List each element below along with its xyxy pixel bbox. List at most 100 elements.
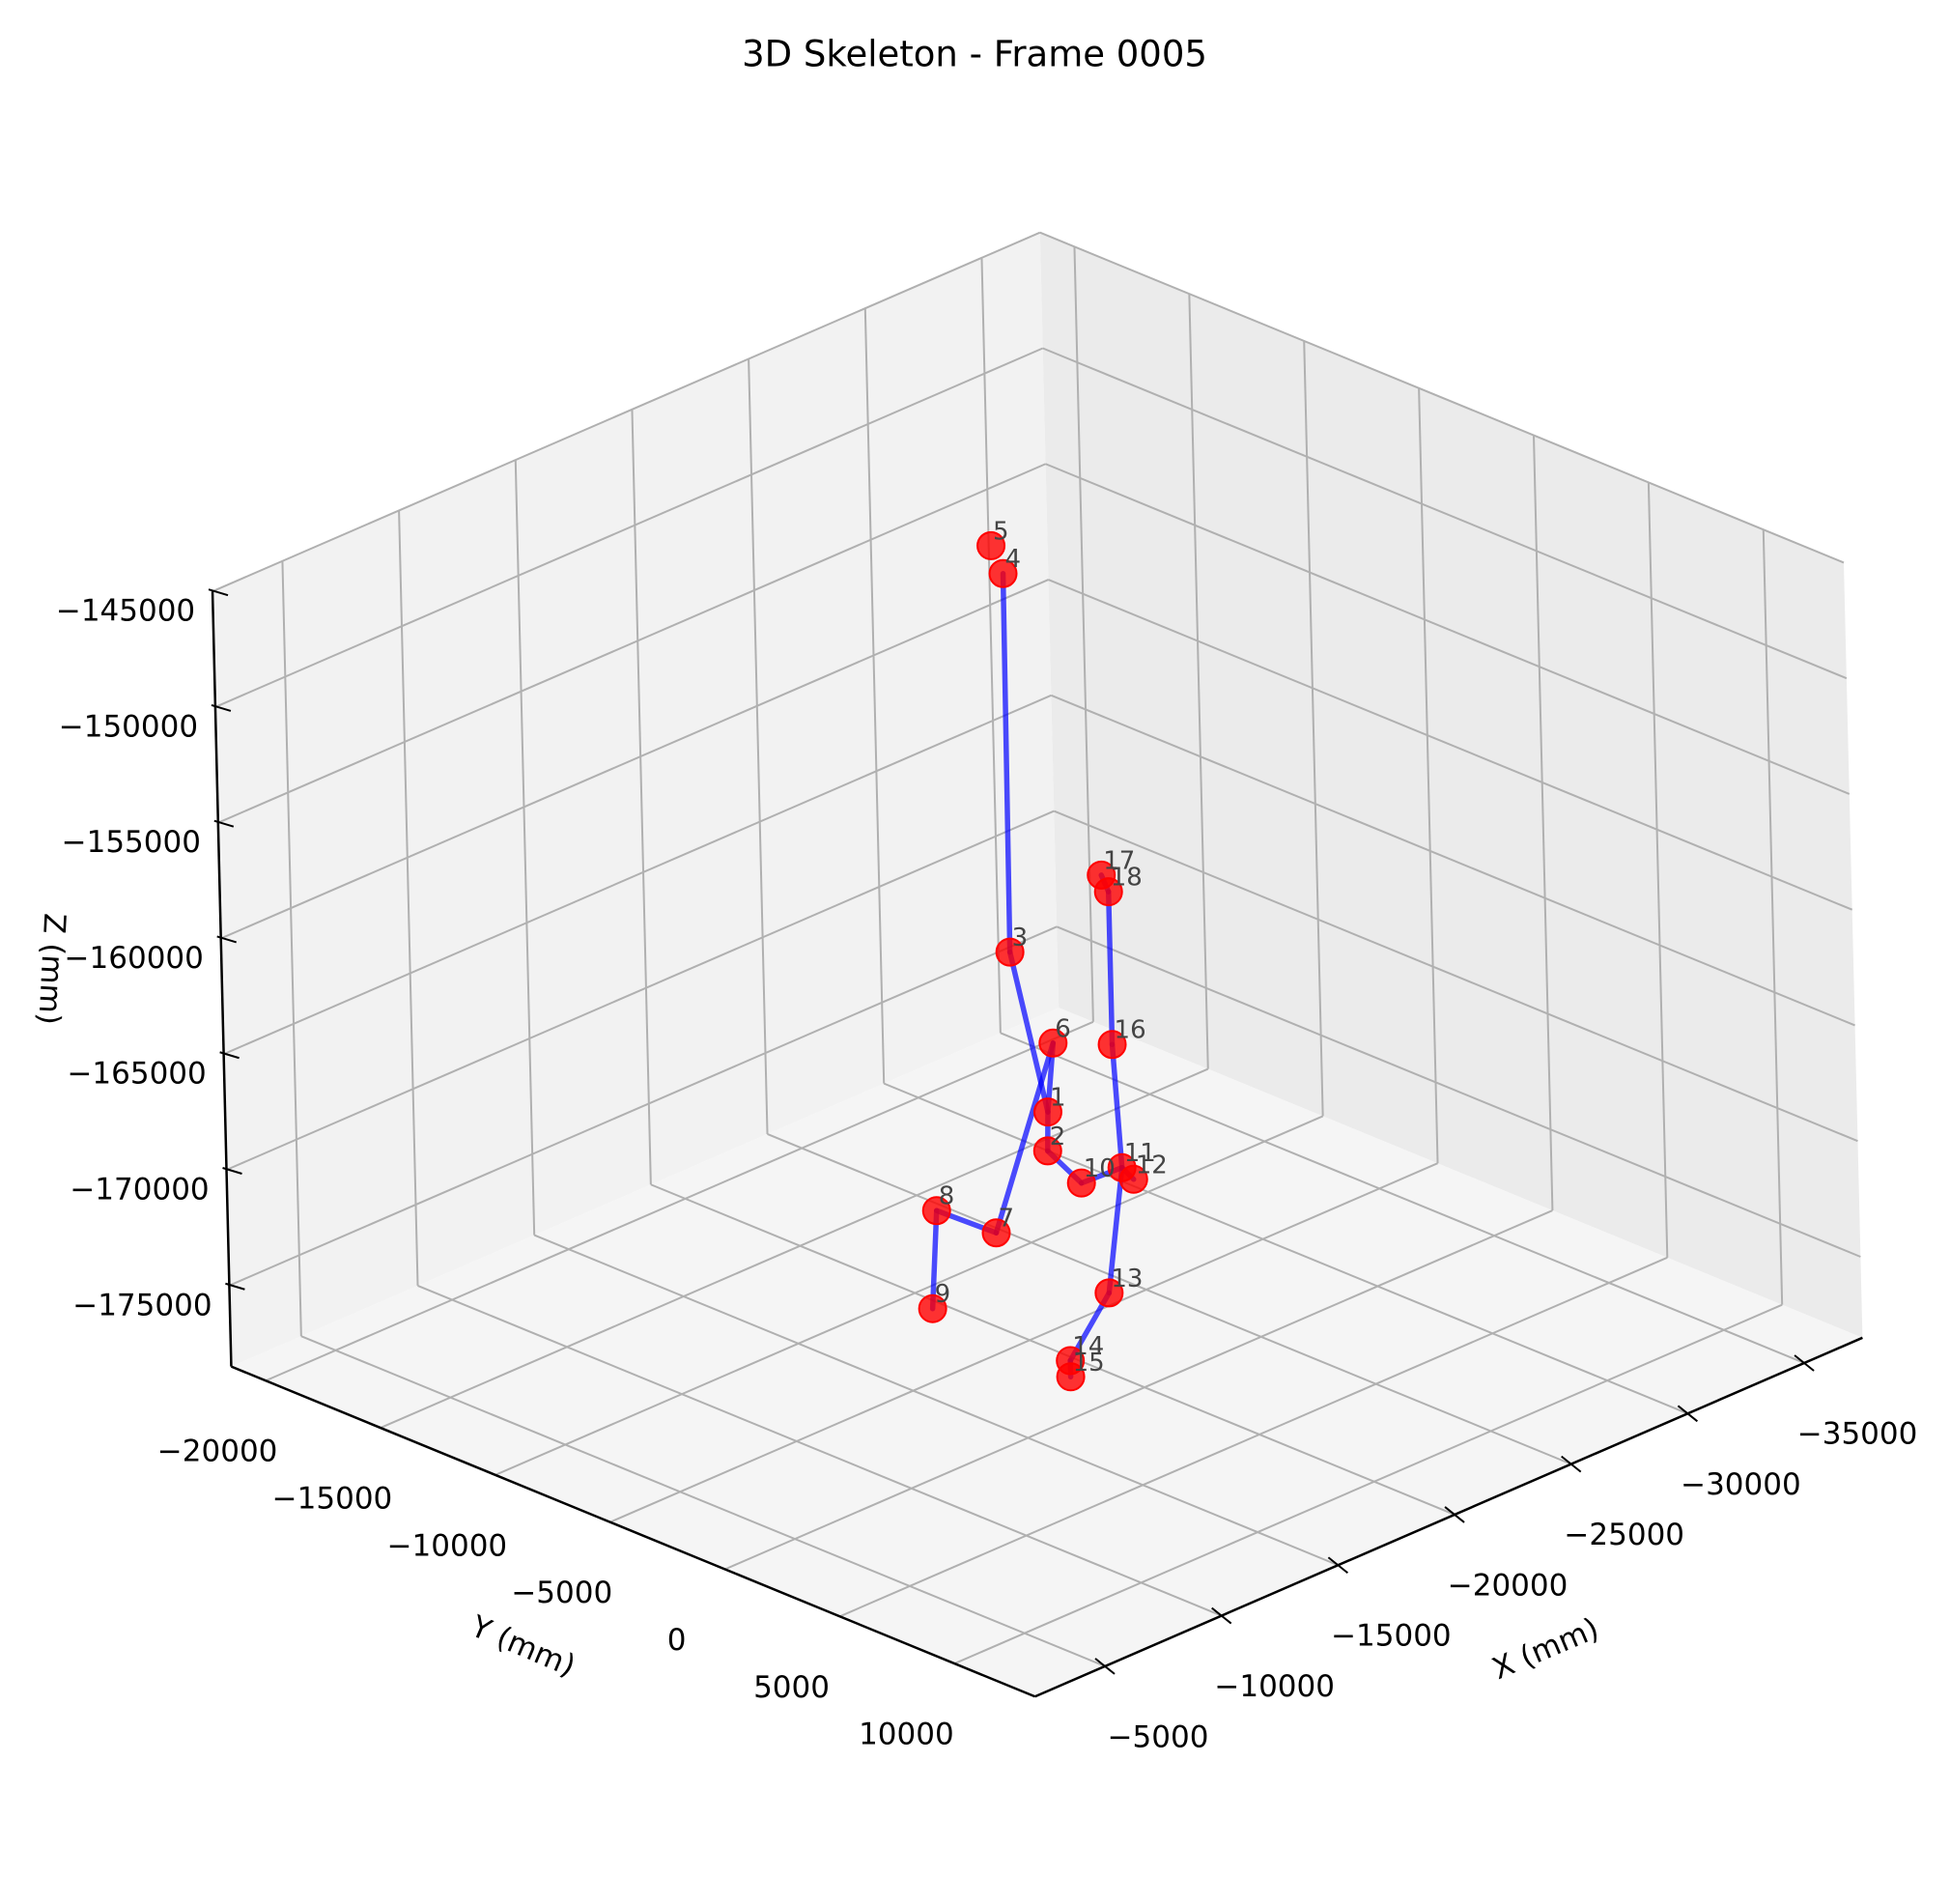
joint-label: 18 [1111,864,1143,893]
joint [1032,1136,1062,1166]
joint-label: 3 [1012,924,1029,952]
grid-line [1647,482,1669,1258]
grid-line [1762,529,1784,1305]
grid-line [1042,347,1848,680]
bone [1105,889,1116,1047]
grid-line [650,1183,1455,1516]
grid-line [1418,387,1439,1164]
pane [212,232,1060,1367]
tick-mark [1211,1606,1232,1625]
grid-line [217,463,1046,824]
axis-line [211,591,233,1367]
tick-mark [1561,1455,1582,1473]
grid-line [220,579,1049,940]
bone [1106,1164,1125,1296]
chart-title: 3D Skeleton - Frame 0005 [742,34,1207,75]
joint-label: 10 [1084,1154,1116,1183]
grid-line [533,1234,1339,1567]
joint-label: 14 [1072,1332,1104,1361]
joint [1093,877,1123,907]
tick-mark [1794,1354,1815,1372]
tick-mark [213,819,235,828]
grid-line [226,810,1055,1171]
joint-label: 1 [1050,1084,1066,1113]
grid-line [1056,925,1861,1258]
z-tick-label: −145000 [56,594,195,629]
x-tick-label: −15000 [1331,1619,1452,1654]
z-axis-label: Z (mm) [31,912,71,1025]
y-tick-label: −5000 [511,1576,612,1610]
grid-line [223,694,1052,1056]
tick-mark [1327,1556,1348,1575]
joint-label: 9 [935,1280,951,1309]
y-tick-label: −20000 [157,1435,278,1469]
joint [981,1218,1011,1248]
grid-line [767,1133,1572,1465]
joint [1032,1097,1062,1127]
grid-line [212,231,1041,593]
grid-line [495,1115,1324,1476]
grid-line [954,1303,1783,1665]
joint-label: 5 [993,517,1009,546]
grid-line [883,1082,1688,1415]
grid-line [1303,340,1324,1117]
joint [988,558,1018,588]
grid-line [1051,694,1855,1027]
grid-line [631,409,652,1185]
joint-label: 13 [1111,1265,1143,1293]
grid-line [417,1284,1223,1617]
joint-label: 15 [1073,1349,1105,1378]
joint-label: 12 [1136,1151,1168,1179]
tick-mark [225,1282,245,1291]
bone [929,1208,940,1312]
tick-mark [211,703,232,712]
grid-line [1188,294,1209,1069]
joint [995,937,1025,967]
y-tick-label: 5000 [753,1670,830,1705]
x-tick-label: −20000 [1448,1568,1568,1603]
grid-line [1073,246,1094,1022]
joint-label: 7 [998,1205,1014,1234]
y-tick-label: 0 [667,1623,687,1658]
grid-line [863,308,886,1084]
y-tick-label: −15000 [272,1482,393,1517]
bone [1109,1041,1125,1171]
grid-line [1053,810,1858,1143]
grid-line [1048,579,1853,911]
joint [918,1293,947,1323]
x-tick-label: −25000 [1564,1518,1684,1552]
joint [1118,1164,1148,1194]
grid-line [1039,231,1845,564]
tick-mark [945,1659,965,1669]
z-tick-label: −165000 [67,1057,206,1092]
tick-mark [255,1376,276,1386]
grid-line [748,358,769,1134]
tick-mark [485,1469,506,1480]
z-tick-label: −175000 [72,1288,212,1322]
joint-label: 4 [1005,545,1022,574]
tick-mark [600,1517,621,1527]
tick-mark [715,1564,736,1575]
joint [976,530,1006,560]
grid-line [380,1067,1209,1429]
tick-mark [222,1167,242,1175]
grid-line [980,257,1002,1034]
x-tick-label: −10000 [1214,1669,1335,1704]
tick-mark [1677,1405,1699,1423]
grid-line [609,1162,1438,1523]
joint [1066,1168,1096,1198]
bone [993,1040,1057,1236]
grid-line [839,1256,1668,1618]
grid-line [1045,463,1851,795]
x-tick-label: −5000 [1108,1719,1209,1754]
joint [1097,1030,1127,1060]
tick-mark [216,935,237,944]
joint-label: 6 [1055,1014,1071,1043]
grid-line [214,347,1044,708]
grid-line [1533,435,1554,1211]
joint [1056,1362,1086,1392]
y-tick-label: −10000 [387,1528,508,1563]
z-tick-label: −155000 [62,825,201,860]
z-tick-label: −150000 [59,709,198,744]
